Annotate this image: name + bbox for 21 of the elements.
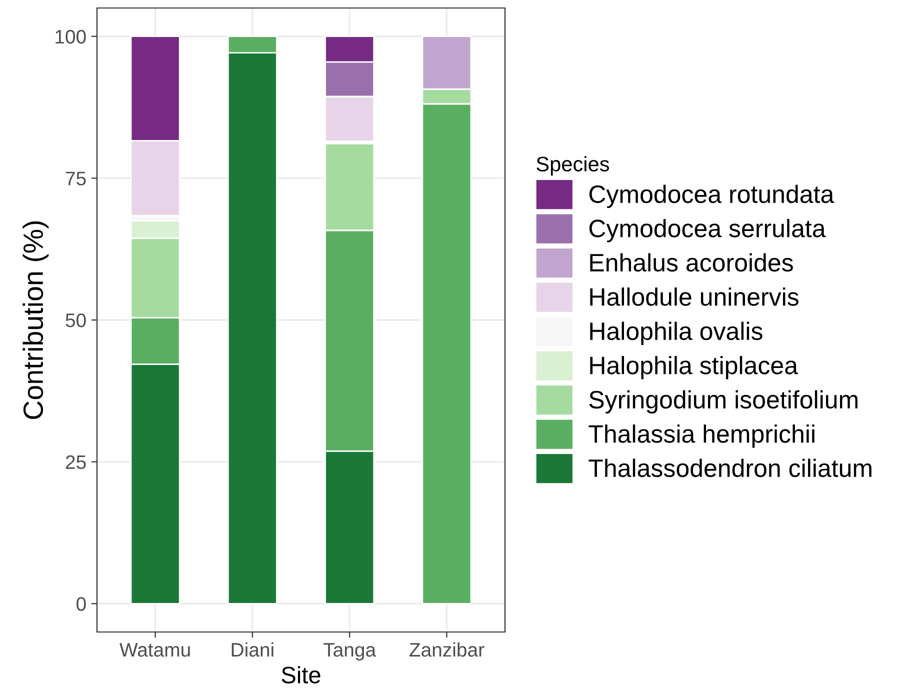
legend-label: Thalassia hemprichii (588, 424, 814, 448)
legend-label: Halophila ovalis (590, 322, 762, 346)
legend-label: Hallodule uninervis (590, 287, 798, 306)
legend-label: Halophila stiplacea (590, 356, 798, 380)
y-tick-label: 50 (66, 313, 86, 328)
legend-label: Cymodocea rotundata (589, 184, 834, 208)
x-axis-title: Site (282, 666, 320, 684)
legend-title: Species (536, 156, 610, 176)
y-axis-title: Contribution (%) (22, 221, 49, 419)
legend-label: Thalassodendron ciliatum (588, 458, 872, 478)
legend-label: Syringodium isoetifolium (589, 390, 858, 414)
y-tick-label: 0 (76, 597, 86, 611)
x-tick-label: Zanzibar (410, 642, 484, 657)
legend-label: Cymodocea serrulata (589, 218, 826, 242)
x-tick-label: Tanga (324, 643, 376, 661)
y-tick-label: 25 (66, 455, 86, 470)
legend-label: Enhalus acoroides (590, 253, 793, 272)
x-tick-label: Watamu (120, 643, 190, 657)
y-tick-label: 100 (56, 30, 86, 44)
y-tick-label: 75 (66, 172, 86, 186)
x-tick-label: Diani (232, 642, 274, 657)
